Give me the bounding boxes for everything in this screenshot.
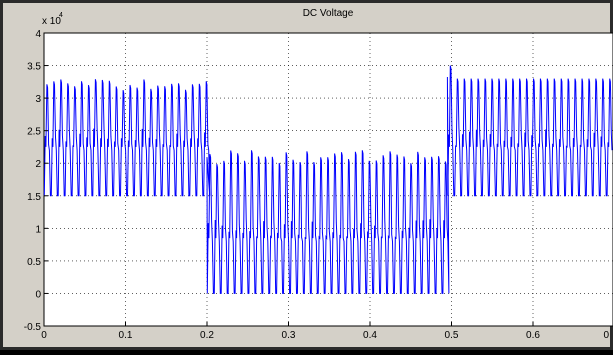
x-tick-label: 0 bbox=[41, 330, 47, 341]
x-tick-label: 0.2 bbox=[200, 330, 214, 341]
y-multiplier-label: x 10 bbox=[42, 16, 61, 27]
y-tick-label: 0 bbox=[35, 289, 41, 300]
y-tick-label: 4 bbox=[35, 29, 41, 40]
y-tick-label: 3 bbox=[35, 94, 41, 105]
y-tick-label: -0.5 bbox=[24, 322, 42, 333]
x-tick-label: 0 bbox=[603, 330, 609, 341]
y-multiplier-exponent: 4 bbox=[59, 12, 63, 19]
x-tick-label: 0.3 bbox=[282, 330, 296, 341]
chart-title: DC Voltage bbox=[303, 8, 354, 19]
y-tick-label: 0.5 bbox=[27, 257, 41, 268]
x-tick-label: 0.4 bbox=[363, 330, 377, 341]
dc-voltage-trace bbox=[43, 65, 613, 294]
y-tick-label: 3.5 bbox=[27, 62, 41, 73]
y-tick-label: 2.5 bbox=[27, 127, 41, 138]
x-tick-label: 0.6 bbox=[526, 330, 540, 341]
x-tick-label: 0.1 bbox=[119, 330, 133, 341]
y-axis-ticks: -0.5 0 0.5 1 1.5 2 2.5 3 3.5 4 bbox=[24, 29, 48, 333]
y-tick-label: 1.5 bbox=[27, 192, 41, 203]
y-tick-label: 2 bbox=[35, 159, 41, 170]
trace-layer bbox=[43, 65, 613, 294]
y-tick-label: 1 bbox=[35, 224, 41, 235]
x-axis-ticks: 0 0.1 0.2 0.3 0.4 0.5 0.6 0 bbox=[41, 322, 609, 341]
x-tick-label: 0.5 bbox=[445, 330, 459, 341]
